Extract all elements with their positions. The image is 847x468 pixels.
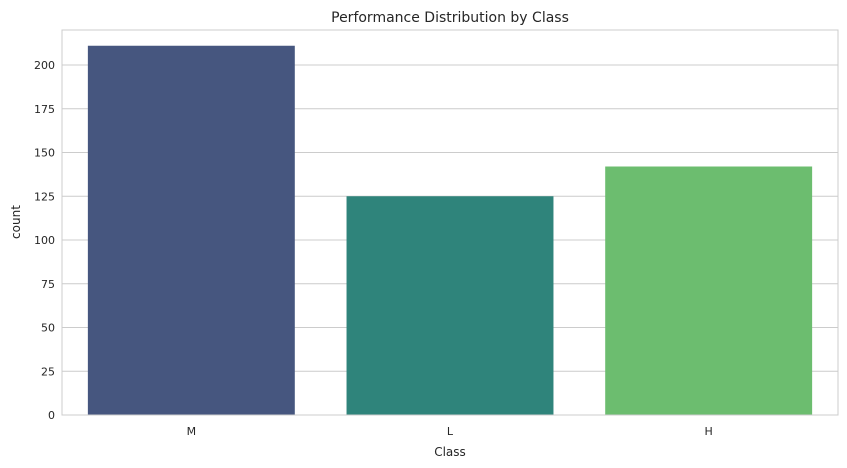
y-tick-label: 0 [48,409,55,422]
y-tick-label: 200 [34,59,55,72]
x-tick-label-m: M [187,425,197,438]
bar-l [346,196,554,415]
x-tick-label-h: H [705,425,713,438]
y-tick-label: 50 [41,322,55,335]
bar-h [605,166,813,415]
y-tick-label: 100 [34,234,55,247]
y-tick-label: 150 [34,147,55,160]
x-tick-label-l: L [447,425,454,438]
y-axis-ticks: 0 25 50 75 100 125 150 175 200 [34,59,55,422]
y-tick-label: 25 [41,365,55,378]
y-tick-label: 125 [34,190,55,203]
bar-m [87,45,295,415]
plot-frame [61,29,839,416]
x-axis-label: Class [434,445,466,459]
chart-title: Performance Distribution by Class [331,10,569,26]
y-tick-label: 175 [34,103,55,116]
bars [87,45,813,415]
y-tick-label: 75 [41,278,55,291]
y-axis-label: count [9,205,23,239]
